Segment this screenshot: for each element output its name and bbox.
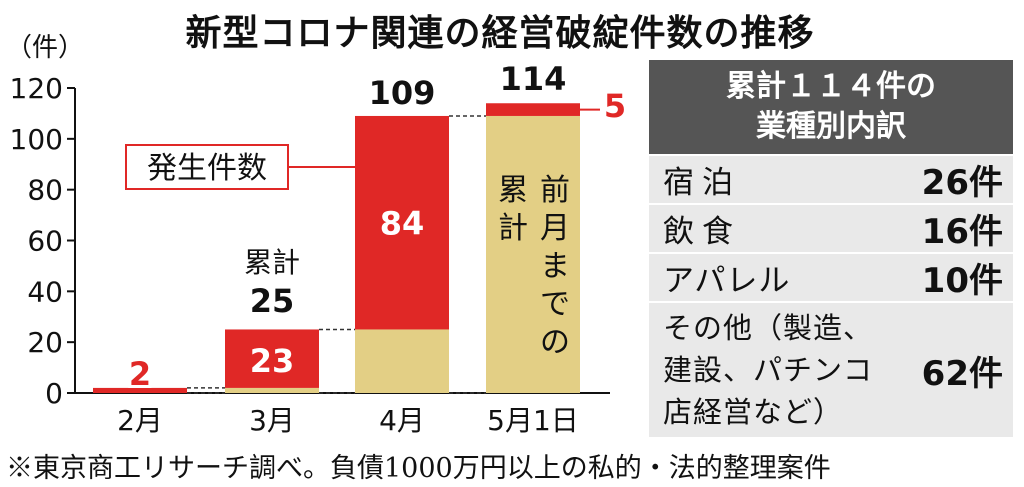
vertical-char: 累 (498, 173, 528, 208)
y-tick-label: 40 (27, 275, 63, 308)
y-unit-label: （件） (6, 33, 84, 63)
bar-cumulative (225, 387, 319, 393)
breakdown-row: 宿泊 26件 (649, 154, 1013, 203)
chart-title: 新型コロナ関連の経営破綻件数の推移 (185, 13, 815, 54)
bar-new (486, 103, 580, 116)
footnote: ※東京商工リサーチ調べ。負債1000万円以上の私的・法的整理案件 (6, 453, 831, 484)
vertical-char: で (540, 287, 570, 322)
total-label: 109 (369, 74, 436, 112)
breakdown-row-value: 62件 (921, 353, 1003, 394)
y-tick-label: 20 (27, 326, 63, 359)
bar-cumulative (355, 329, 449, 393)
y-tick-label: 80 (27, 174, 63, 207)
vertical-char: 計 (498, 211, 528, 246)
breakdown-row-name: アパレル (663, 263, 791, 299)
breakdown-title-line2: 業種別内訳 (756, 109, 906, 144)
breakdown-row-other: その他（製造、 建設、パチンコ 店経営など） 62件 (649, 301, 1013, 437)
x-tick-label: 5月1日 (487, 404, 579, 437)
legend-box (125, 144, 289, 190)
bar-new (355, 115, 449, 330)
vertical-char: 月 (540, 211, 570, 246)
x-tick-label: 3月 (249, 404, 295, 437)
breakdown-row-name: 飲食 (663, 214, 741, 250)
breakdown-row: アパレル 10件 (649, 252, 1013, 301)
y-tick-label: 100 (10, 123, 63, 156)
y-tick-label: 120 (10, 72, 63, 105)
total-label: 25 (250, 282, 295, 320)
bar-cumulative (486, 115, 580, 393)
new-value-label: 84 (380, 205, 425, 243)
breakdown-other-line1: その他（製造、 (663, 311, 874, 345)
breakdown-row-value: 10件 (921, 261, 1003, 301)
new-value-label: 5 (604, 87, 626, 125)
breakdown-row-value: 26件 (921, 163, 1003, 203)
bar-new (93, 387, 187, 393)
bar-new (225, 329, 319, 388)
cumulative-bar-text-left: 累計 (498, 173, 528, 246)
vertical-char: ま (540, 249, 570, 284)
legend-label: 発生件数 (147, 151, 267, 186)
breakdown-row: 飲食 16件 (649, 203, 1013, 252)
breakdown-other-line2: 建設、パチンコ (663, 353, 874, 387)
breakdown-row-name: 宿泊 (663, 165, 741, 201)
breakdown-other-name: その他（製造、 建設、パチンコ 店経営など） (649, 303, 903, 437)
cumulative-label: 累計 (244, 246, 300, 279)
y-tick-label: 60 (27, 225, 63, 258)
vertical-char: の (540, 325, 570, 360)
breakdown-row-value: 16件 (921, 212, 1003, 252)
x-tick-label: 2月 (117, 404, 163, 437)
new-value-label: 23 (250, 342, 295, 380)
x-tick-label: 4月 (379, 404, 425, 437)
breakdown-panel: 累計１１４件の 業種別内訳 宿泊 26件 飲食 16件 アパレル 10件 その他… (649, 60, 1013, 437)
total-label: 114 (500, 60, 567, 98)
breakdown-header: 累計１１４件の 業種別内訳 (649, 60, 1013, 154)
vertical-char: 前 (540, 173, 570, 208)
new-value-label: 2 (129, 355, 151, 393)
breakdown-title-line1: 累計１１４件の (726, 69, 936, 104)
breakdown-other-line3: 店経営など） (663, 395, 844, 429)
y-tick-label: 0 (45, 377, 63, 410)
